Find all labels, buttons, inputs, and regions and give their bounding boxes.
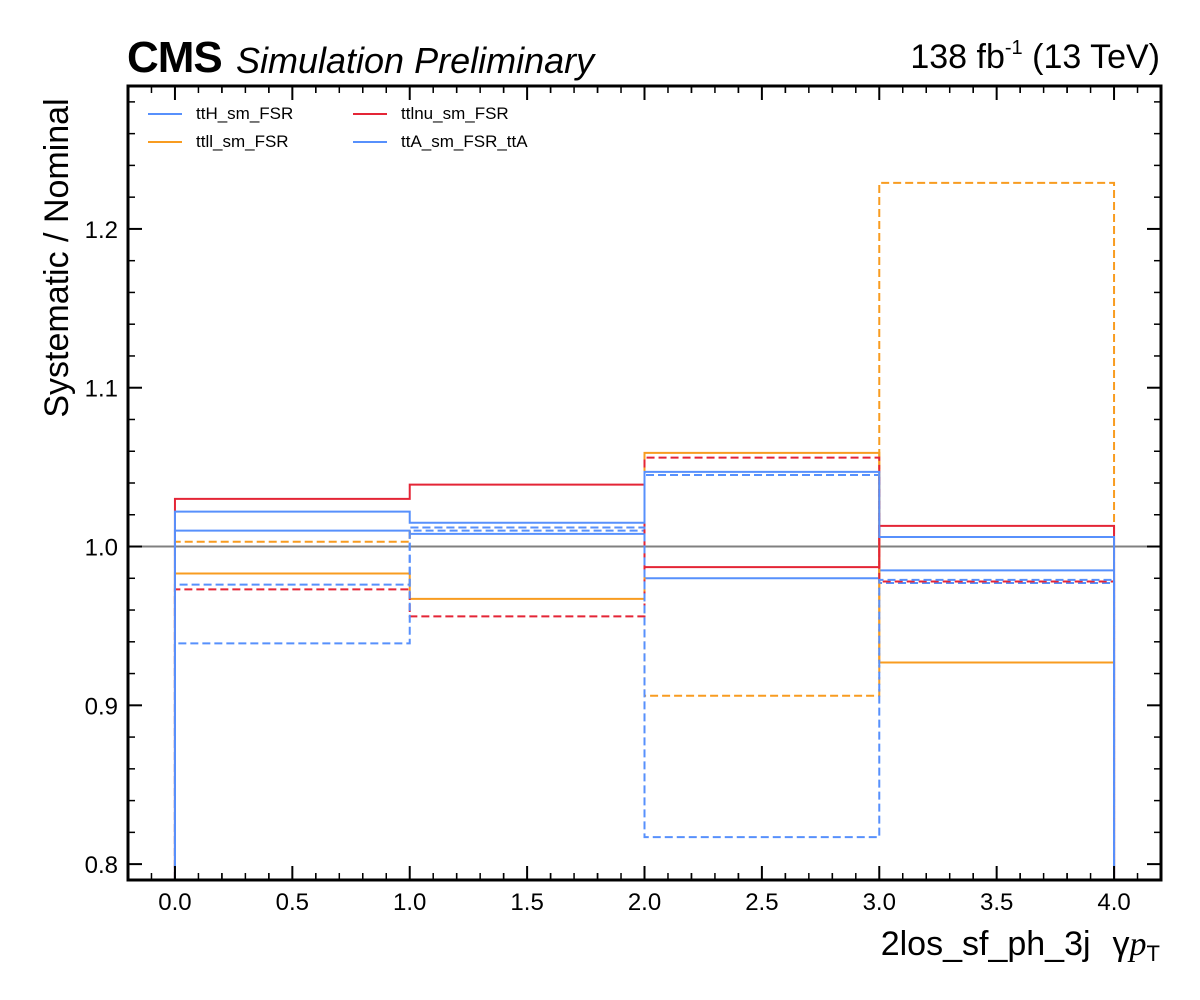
legend-item: ttll_sm_FSR <box>148 132 353 152</box>
legend-label: ttH_sm_FSR <box>196 104 294 123</box>
legend-label: ttlnu_sm_FSR <box>401 104 509 123</box>
x-tick-label: 1.5 <box>510 889 543 916</box>
series-line <box>173 470 1116 880</box>
y-tick-label: 0.8 <box>85 852 118 879</box>
y-tick-label: 1.2 <box>85 217 118 244</box>
x-axis-label: 2los_sf_ph_3j γpT <box>880 925 1160 966</box>
legend-swatch <box>148 141 182 143</box>
legend-swatch <box>148 113 182 115</box>
x-axis-subscript: T <box>1146 941 1160 966</box>
cms-logo: CMS <box>127 33 223 82</box>
x-tick-label: 1.0 <box>393 889 426 916</box>
lumi-suffix: (13 TeV) <box>1022 38 1160 76</box>
x-tick-label: 3.0 <box>863 889 896 916</box>
x-axis-symbol: γ <box>1112 925 1130 963</box>
x-tick-label: 3.5 <box>980 889 1013 916</box>
lumi-prefix: 138 fb <box>910 38 1005 76</box>
legend-item: ttlnu_sm_FSR <box>353 104 573 124</box>
legend-item: ttH_sm_FSR <box>148 104 353 124</box>
y-tick-label: 0.9 <box>85 693 118 720</box>
lumi-exponent: -1 <box>1004 37 1023 59</box>
x-axis-region: 2los_sf_ph_3j <box>880 925 1091 963</box>
x-tick-label: 0.5 <box>276 889 309 916</box>
x-tick-label: 2.0 <box>628 889 661 916</box>
legend-swatch <box>353 113 387 115</box>
x-tick-label: 0.0 <box>158 889 191 916</box>
series-line <box>173 526 1116 880</box>
legend-label: ttll_sm_FSR <box>196 132 289 151</box>
cms-subtitle: Simulation Preliminary <box>236 40 595 81</box>
legend: ttH_sm_FSR ttlnu_sm_FSR ttll_sm_FSR ttA_… <box>148 104 573 152</box>
legend-swatch <box>353 141 387 143</box>
legend-label: ttA_sm_FSR_ttA <box>401 132 528 151</box>
legend-item: ttA_sm_FSR_ttA <box>353 132 573 152</box>
x-tick-label: 4.0 <box>1097 889 1130 916</box>
y-axis-label: Systematic / Nominal <box>38 98 76 418</box>
luminosity-label: 138 fb-1 (13 TeV) <box>910 38 1160 77</box>
x-tick-label: 2.5 <box>745 889 778 916</box>
y-tick-label: 1.0 <box>85 535 118 562</box>
y-tick-label: 1.1 <box>85 376 118 403</box>
x-axis-variable: p <box>1129 926 1147 963</box>
